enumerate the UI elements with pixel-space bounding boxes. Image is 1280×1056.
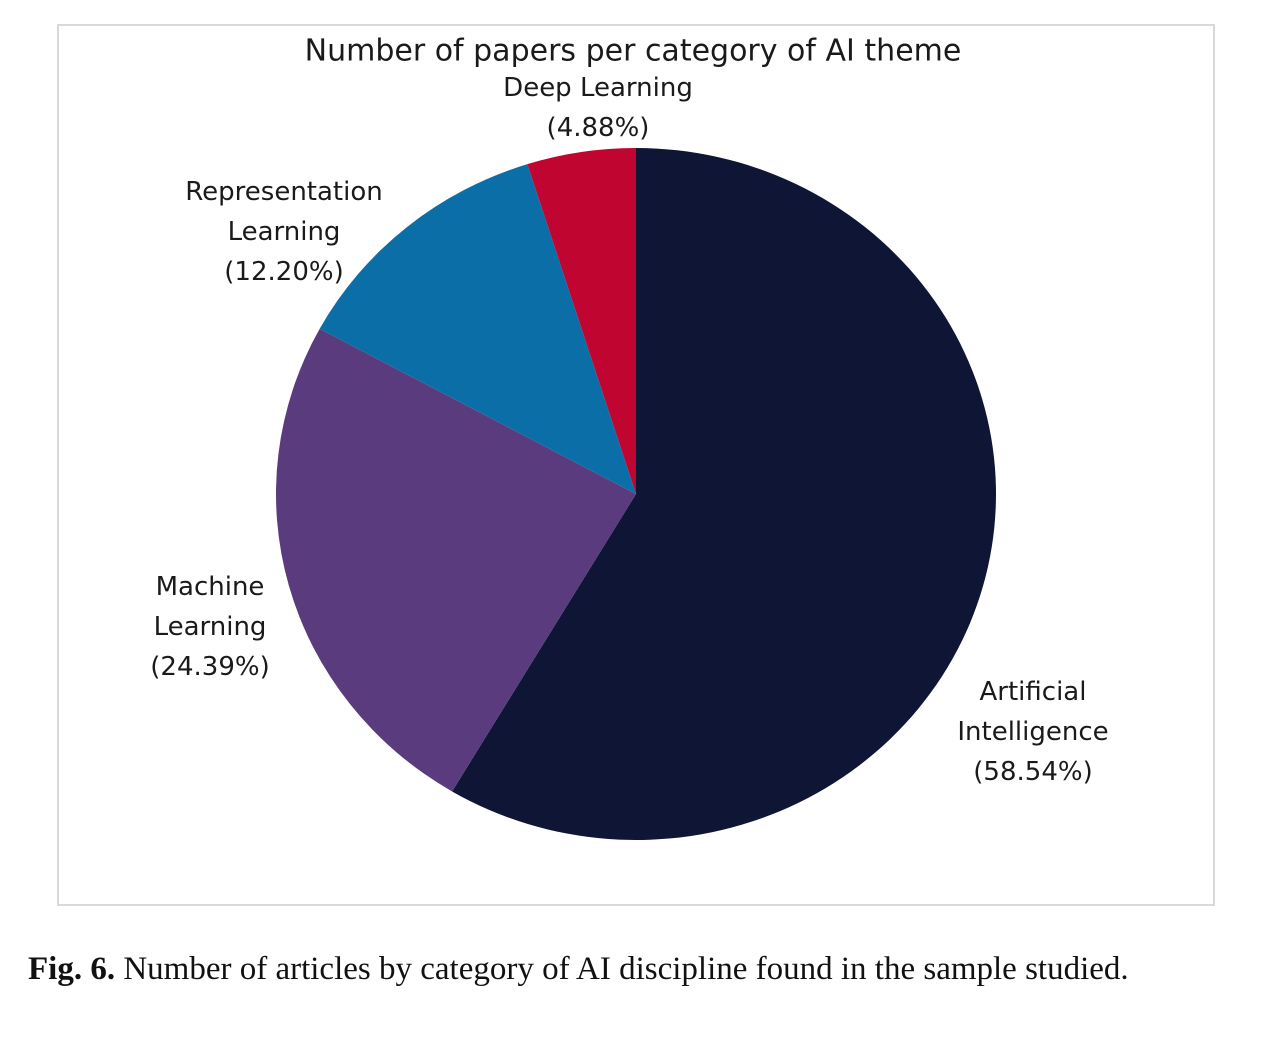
slice-label-group: Machine Learning (24.39%)	[150, 567, 269, 687]
category-label: Machine Learning	[153, 572, 267, 642]
category-label: Deep Learning	[503, 73, 693, 103]
category-label: Representation Learning	[185, 177, 383, 247]
caption-label: Fig. 6.	[28, 951, 116, 987]
value-label: (12.20%)	[224, 257, 344, 287]
pie-slice	[452, 148, 996, 840]
pie-slice	[276, 328, 636, 792]
pie-slice	[319, 164, 636, 494]
chart: Number of papers per category of AI them…	[276, 34, 996, 840]
caption-text: Number of articles by category of AI dis…	[123, 951, 1129, 987]
category-label: Artificial Intelligence	[957, 677, 1109, 747]
value-label: (58.54%)	[973, 757, 1093, 787]
slice-label-group: Deep Learning (4.88%)	[503, 68, 693, 148]
value-label: (4.88%)	[546, 113, 650, 143]
chart-title: Number of papers per category of AI them…	[305, 34, 962, 69]
pie-slice	[527, 148, 636, 494]
value-label: (24.39%)	[150, 652, 270, 682]
chart-frame	[57, 24, 1215, 906]
slice-label-group: Representation Learning (12.20%)	[185, 172, 382, 292]
slice-label-group: Artificial Intelligence (58.54%)	[957, 672, 1108, 792]
figure-caption: Fig. 6. Number of articles by category o…	[28, 945, 1245, 993]
